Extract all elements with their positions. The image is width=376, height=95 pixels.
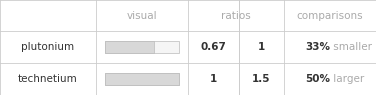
- Text: larger: larger: [330, 74, 364, 84]
- Text: technetium: technetium: [18, 74, 78, 84]
- Text: 1.5: 1.5: [252, 74, 271, 84]
- Text: plutonium: plutonium: [21, 42, 74, 52]
- Text: ratios: ratios: [221, 11, 251, 21]
- Text: 1: 1: [258, 42, 265, 52]
- Bar: [105, 41, 155, 53]
- Text: 33%: 33%: [305, 42, 330, 52]
- Bar: [105, 41, 179, 53]
- Text: visual: visual: [127, 11, 157, 21]
- Text: smaller: smaller: [330, 42, 372, 52]
- Text: comparisons: comparisons: [297, 11, 363, 21]
- Bar: [105, 73, 179, 85]
- Text: 1: 1: [210, 74, 217, 84]
- Text: 0.67: 0.67: [200, 42, 226, 52]
- Bar: [105, 73, 179, 85]
- Text: 50%: 50%: [305, 74, 330, 84]
